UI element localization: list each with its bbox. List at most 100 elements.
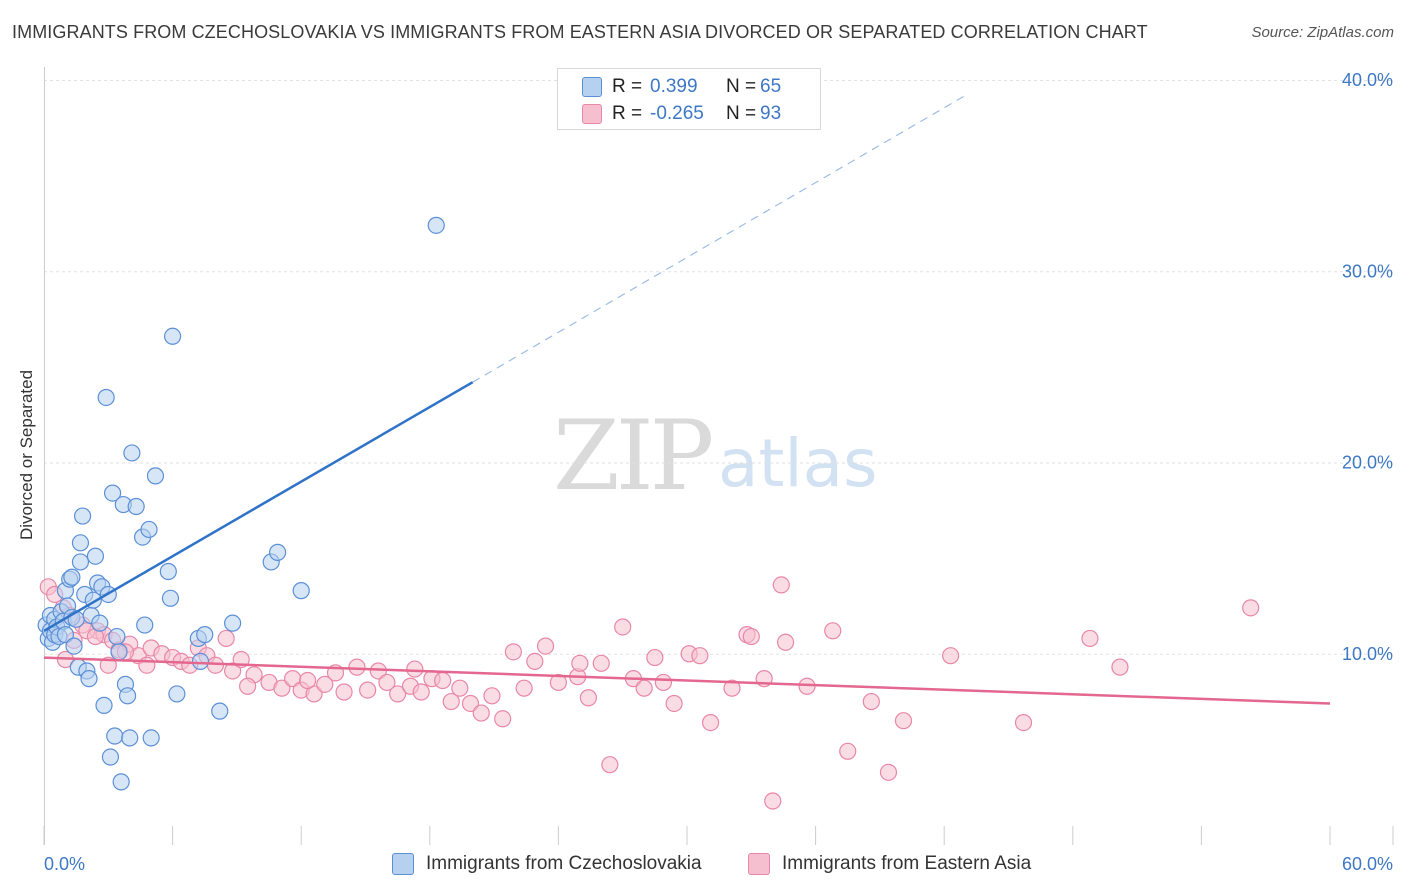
point-czechoslovakia [80,670,98,688]
point-czechoslovakia [103,484,122,502]
point-czechoslovakia [101,748,120,766]
point-czechoslovakia [136,616,154,634]
point-eastern-asia [723,679,741,697]
point-czechoslovakia [67,610,85,628]
legend-r-value: -0.265 [650,103,704,124]
point-czechoslovakia [71,553,90,571]
series-label: Immigrants from Eastern Asia [782,853,1032,874]
x-tick-label: 0.0% [44,854,85,874]
trendline-eastern-asia [43,656,1331,705]
series-legend-czechoslovakia: Immigrants from Czechoslovakia [392,852,702,876]
legend-swatch-pink [582,104,602,124]
point-eastern-asia [764,792,782,810]
point-eastern-asia [434,671,452,690]
point-eastern-asia [798,677,816,695]
point-eastern-asia [206,656,225,674]
point-eastern-asia [348,658,366,676]
point-eastern-asia [273,679,291,697]
point-eastern-asia [614,618,632,636]
point-czechoslovakia [108,627,126,646]
point-eastern-asia [359,681,377,699]
legend-n-value: 93 [760,103,782,124]
point-czechoslovakia [123,444,141,462]
legend-n-label: N = [726,103,757,124]
correlation-legend: R = 0.399 N = 65 R = -0.265 N = 93 [557,68,821,130]
point-czechoslovakia [95,696,113,714]
point-eastern-asia [879,763,898,781]
y-axis-label: Divorced or Separated [17,369,36,541]
point-eastern-asia [316,675,334,693]
point-eastern-asia [378,673,396,692]
point-eastern-asia [742,627,760,646]
watermark-zip: ZIP [553,400,714,512]
point-eastern-asia [665,694,683,713]
point-czechoslovakia [292,582,310,600]
point-eastern-asia [483,687,501,705]
point-czechoslovakia [110,643,128,661]
point-eastern-asia [389,685,407,703]
point-eastern-asia [239,677,257,695]
legend-r-label: R = [612,103,643,124]
point-eastern-asia [701,713,720,732]
legend-swatch-blue [582,77,602,97]
point-eastern-asia [451,679,469,697]
series-swatch-blue [392,853,414,875]
point-czechoslovakia [97,388,115,407]
point-eastern-asia [526,652,544,671]
point-eastern-asia [942,647,960,665]
point-czechoslovakia [121,729,139,747]
legend-r-value: 0.399 [650,76,698,97]
point-czechoslovakia [161,589,180,607]
point-eastern-asia [824,622,842,640]
legend-row-eastern-asia: R = -0.265 N = 93 [582,101,781,127]
point-czechoslovakia [65,637,83,655]
point-eastern-asia [601,756,619,774]
point-czechoslovakia [427,216,445,234]
source-label: Source: ZipAtlas.com [1251,24,1394,41]
point-eastern-asia [515,679,533,697]
point-czechoslovakia [63,568,81,586]
point-eastern-asia [138,656,156,674]
y-tick-label: 40.0% [1342,70,1393,90]
point-eastern-asia [217,629,235,648]
legend-n-label: N = [726,76,757,97]
point-eastern-asia [691,647,709,665]
point-czechoslovakia [211,702,229,720]
point-czechoslovakia [164,327,182,345]
point-eastern-asia [461,694,480,713]
point-eastern-asia [406,660,424,678]
point-czechoslovakia [112,773,130,791]
point-eastern-asia [472,704,490,722]
point-eastern-asia [412,683,430,701]
trendline-czechoslovakia-extension [472,94,966,383]
point-czechoslovakia [71,534,90,552]
point-czechoslovakia [118,687,137,705]
y-tick-label: 20.0% [1342,453,1393,473]
series-label: Immigrants from Czechoslovakia [426,853,702,874]
point-eastern-asia [224,662,242,680]
point-eastern-asia [549,673,568,692]
point-czechoslovakia [91,614,109,632]
point-eastern-asia [772,576,790,594]
point-eastern-asia [536,637,555,655]
legend-row-czechoslovakia: R = 0.399 N = 65 [582,74,781,100]
point-eastern-asia [894,712,913,730]
point-eastern-asia [1014,713,1033,732]
point-eastern-asia [299,671,317,690]
point-czechoslovakia [146,467,165,485]
y-tick-label: 30.0% [1342,261,1393,281]
point-czechoslovakia [196,626,214,644]
point-eastern-asia [335,683,353,701]
point-czechoslovakia [73,507,92,525]
legend-n-value: 65 [760,76,782,97]
point-eastern-asia [776,633,795,651]
point-czechoslovakia [86,547,105,565]
point-eastern-asia [839,742,857,760]
point-czechoslovakia [142,729,160,747]
point-eastern-asia [1111,658,1129,676]
point-czechoslovakia [159,562,177,581]
point-eastern-asia [646,648,664,667]
series-legend-eastern-asia: Immigrants from Eastern Asia [748,852,1031,876]
point-eastern-asia [579,689,598,707]
